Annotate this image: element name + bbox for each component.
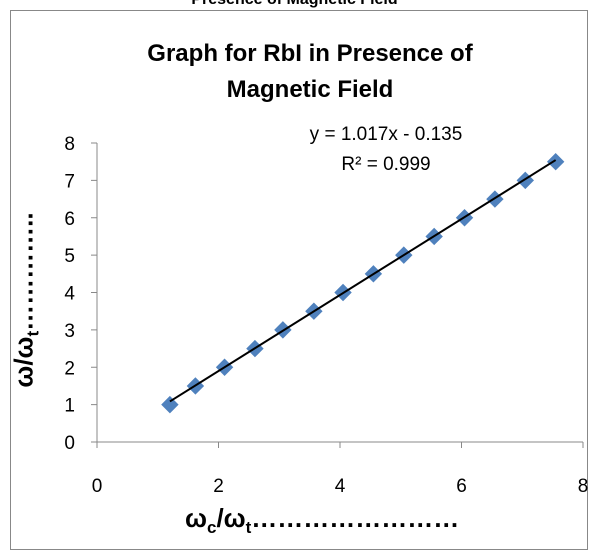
chart-title-line-1: Graph for RbI in Presence of [147, 40, 473, 67]
x-tick-label: 4 [335, 476, 346, 497]
cut-off-header-text: Presence of Magnetic Field [0, 0, 589, 9]
y-tick-label: 7 [64, 171, 75, 192]
y-tick-label: 8 [64, 134, 75, 155]
y-axis-label: ω/ωt………….. [8, 212, 43, 388]
data-point [161, 395, 179, 414]
x-tick-label: 8 [578, 476, 589, 497]
trendline-equation: y = 1.017x - 0.135 R² = 0.999 [300, 120, 472, 180]
x-tick-label: 0 [92, 476, 103, 497]
y-tick-label: 2 [64, 358, 75, 379]
y-tick-label: 4 [64, 284, 75, 305]
y-tick-label: 3 [64, 321, 75, 342]
x-tick-label: 2 [213, 476, 224, 497]
y-tick-label: 5 [64, 246, 75, 267]
y-tick-label: 6 [64, 209, 75, 230]
trendline-r2-text: R² = 0.999 [341, 154, 431, 175]
x-axis-label: ωc/ωt…………………… [185, 503, 460, 538]
y-tick-label: 0 [64, 433, 75, 454]
y-tick-label: 1 [64, 396, 75, 417]
chart-title-line-2: Magnetic Field [226, 76, 394, 103]
chart-title: Graph for RbI in Presence of Magnetic Fi… [0, 36, 589, 108]
data-point [546, 152, 565, 171]
trendline-equation-text: y = 1.017x - 0.135 [309, 124, 463, 145]
trendline [169, 159, 557, 403]
x-tick-label: 6 [456, 476, 467, 497]
